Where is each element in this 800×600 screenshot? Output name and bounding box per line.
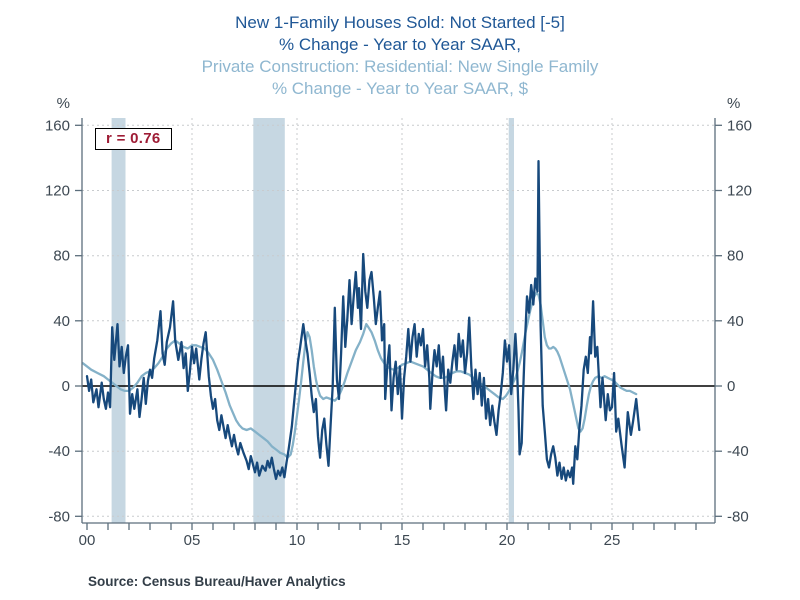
y-tick-label-right: 160 [727,117,752,134]
x-tick-label: 00 [79,532,96,549]
y-tick-label-left: 120 [45,182,70,199]
y-tick-label-right: -80 [727,508,749,525]
chart-title-block: New 1-Family Houses Sold: Not Started [-… [0,12,800,100]
x-tick-label: 25 [604,532,621,549]
y-tick-label-left: -80 [48,508,70,525]
recession-band [508,118,514,523]
chart-title-line2: % Change - Year to Year SAAR, [279,35,521,54]
y-unit-right: % [727,95,740,112]
x-tick-label: 05 [184,532,201,549]
chart-title-line1: New 1-Family Houses Sold: Not Started [-… [235,13,565,32]
series-line-sold-not-started [85,160,641,485]
x-tick-label: 20 [499,532,516,549]
y-tick-label-left: 80 [53,248,70,265]
y-tick-label-right: -40 [727,443,749,460]
y-tick-label-left: 160 [45,117,70,134]
y-tick-label-left: 0 [62,378,70,395]
chart-subtitle-line1: Private Construction: Residential: New S… [201,57,599,76]
y-unit-left: % [57,95,70,112]
y-tick-label-right: 120 [727,182,752,199]
correlation-badge: r = 0.76 [95,128,172,150]
y-tick-label-right: 40 [727,313,744,330]
source-note: Source: Census Bureau/Haver Analytics [88,574,346,589]
chart-subtitle-line2: % Change - Year to Year SAAR, $ [271,79,529,98]
x-tick-label: 10 [289,532,306,549]
y-tick-label-left: 40 [53,313,70,330]
y-tick-label-left: -40 [48,443,70,460]
y-tick-label-right: 80 [727,248,744,265]
y-tick-label-right: 0 [727,378,735,395]
x-tick-label: 15 [394,532,411,549]
